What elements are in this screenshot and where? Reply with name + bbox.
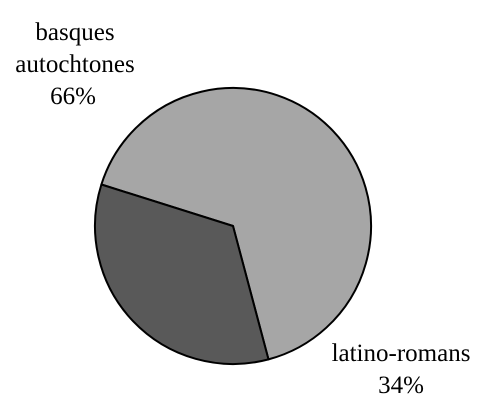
pie-slice-1 bbox=[94, 183, 270, 365]
slice-label-basques-line2: autochtones bbox=[15, 51, 134, 78]
slice-label-basques-percent: 66% bbox=[50, 83, 96, 110]
slice-label-latino-romans-line1: latino-romans bbox=[332, 340, 471, 367]
pie-slice-0 bbox=[100, 86, 372, 361]
slice-label-basques-line1: basques bbox=[35, 19, 114, 46]
slice-label-latino-romans-percent: 34% bbox=[378, 372, 424, 399]
slices-group bbox=[94, 86, 372, 365]
